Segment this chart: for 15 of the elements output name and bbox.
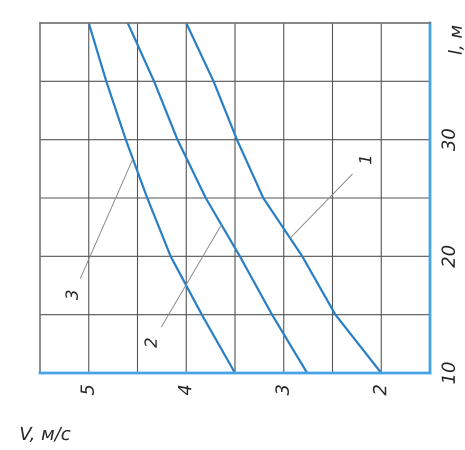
line-series	[88, 23, 236, 373]
x-tick-label: 2	[372, 385, 386, 396]
line-series	[185, 23, 382, 373]
annotation: 2	[144, 338, 157, 348]
x-axis-title: V, м/с	[20, 426, 70, 442]
annotation: 1	[359, 156, 372, 164]
y-tick-label: 30	[441, 129, 456, 152]
x-tick-label: 3	[275, 385, 289, 396]
line-series	[126, 23, 308, 373]
y-axis-title: l, м	[448, 26, 464, 54]
x-tick-label: 4	[178, 385, 192, 396]
y-tick-label: 10	[441, 362, 456, 384]
y-tick-label: 20	[441, 246, 456, 268]
x-tick-label: 5	[80, 385, 94, 396]
annotation: 3	[65, 290, 78, 300]
